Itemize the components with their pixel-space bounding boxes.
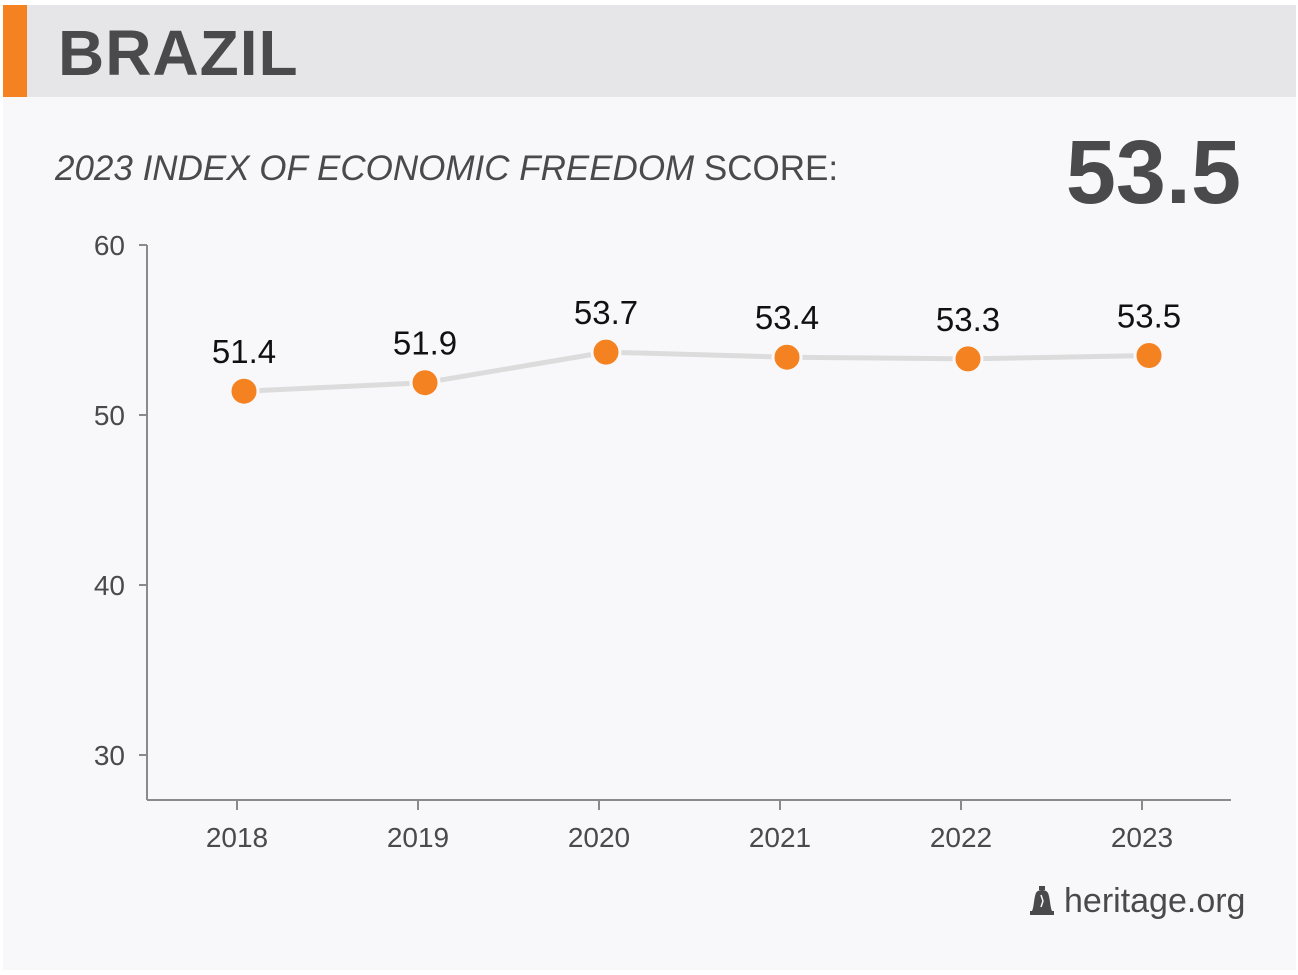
x-tick-label: 2022 (930, 822, 992, 853)
data-point (1133, 340, 1165, 371)
header-bar: BRAZIL (3, 5, 1296, 97)
chart-subtitle: 2023 INDEX OF ECONOMIC FREEDOM SCORE: (55, 149, 838, 189)
data-point (590, 336, 622, 368)
data-point (228, 375, 260, 407)
overall-score: 53.5 (1065, 123, 1241, 223)
country-title: BRAZIL (58, 17, 299, 89)
footer-branding: heritage.org (1028, 881, 1245, 921)
x-tick-label: 2023 (1111, 822, 1173, 853)
footer-site-link[interactable]: heritage.org (1064, 882, 1246, 920)
accent-bar (3, 5, 27, 97)
x-tick-label: 2020 (568, 822, 630, 853)
data-label: 51.4 (212, 333, 276, 370)
line-chart: 30 40 50 60 2018 2019 2020 2021 2022 2023 51.4 51.9… (94, 230, 1231, 853)
data-label: 53.5 (1117, 298, 1181, 335)
data-point (409, 367, 441, 399)
y-tick-label: 50 (94, 400, 125, 431)
subtitle-score-label: SCORE: (694, 149, 839, 188)
chart-card: BRAZIL 2023 INDEX OF ECONOMIC FREEDOM SC… (3, 5, 1296, 970)
data-point (771, 341, 803, 373)
y-tick-label: 60 (94, 230, 125, 261)
data-label: 53.7 (574, 294, 638, 331)
data-label: 53.4 (755, 299, 819, 336)
subtitle-index-name: 2023 INDEX OF ECONOMIC FREEDOM (55, 149, 695, 188)
x-tick-label: 2021 (749, 822, 811, 853)
x-tick-label: 2019 (387, 822, 449, 853)
x-tick-label: 2018 (206, 822, 268, 853)
data-label: 51.9 (393, 325, 457, 362)
series-line (243, 349, 1150, 394)
y-tick-label: 30 (94, 740, 125, 771)
data-label: 53.3 (936, 301, 1000, 338)
liberty-bell-icon (1030, 886, 1054, 915)
y-tick-label: 40 (94, 570, 125, 601)
data-point (952, 343, 984, 375)
